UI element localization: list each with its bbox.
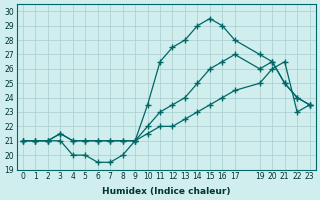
X-axis label: Humidex (Indice chaleur): Humidex (Indice chaleur) xyxy=(102,187,230,196)
